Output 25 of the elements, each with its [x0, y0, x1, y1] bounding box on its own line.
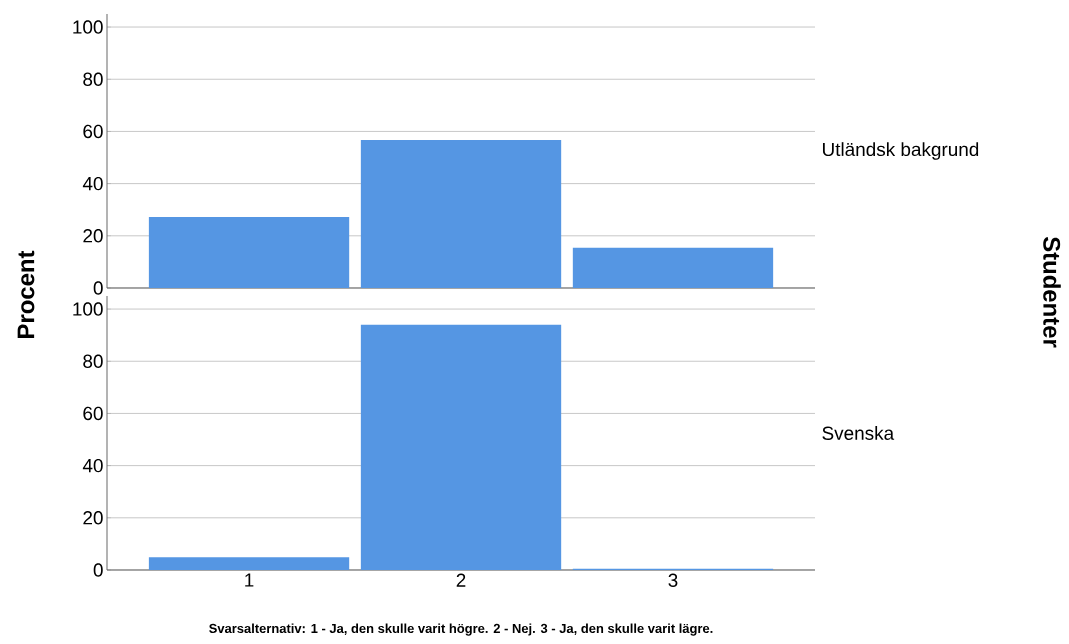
bar [148, 557, 350, 570]
y-tick-label: 0 [93, 563, 103, 577]
y-tick-label: 60 [83, 124, 103, 139]
y-axis-title: Procent [17, 250, 35, 338]
y-tick-label: 40 [82, 458, 103, 473]
y-tick-label: 100 [73, 302, 103, 316]
bar [148, 217, 350, 288]
y2-axis-title: Studenter [1043, 236, 1061, 348]
y-tick-label: 60 [83, 406, 103, 421]
x-tick-label: 3 [668, 573, 678, 587]
x-axis-title: Svarsalternativ: 1 - Ja, den skulle varit högre. 2 - Nej. 3 - Ja, den skulle varit lägre. [209, 623, 713, 636]
bar [360, 324, 562, 570]
y-tick-label: 80 [83, 354, 103, 368]
text: Svenska [822, 426, 895, 440]
x-tick-label: 1 [245, 573, 254, 587]
text: Utländsk bakgrund [822, 142, 979, 160]
y-tick-label: 100 [73, 20, 103, 34]
y-tick-label: 20 [83, 229, 103, 243]
bar [360, 140, 562, 288]
x-tick-label: 2 [456, 573, 466, 587]
y-tick-label: 40 [82, 176, 103, 191]
y-tick-label: 20 [83, 511, 103, 525]
y-tick-label: 80 [83, 72, 103, 86]
y-tick-label: 0 [93, 281, 103, 295]
bar [572, 247, 774, 288]
